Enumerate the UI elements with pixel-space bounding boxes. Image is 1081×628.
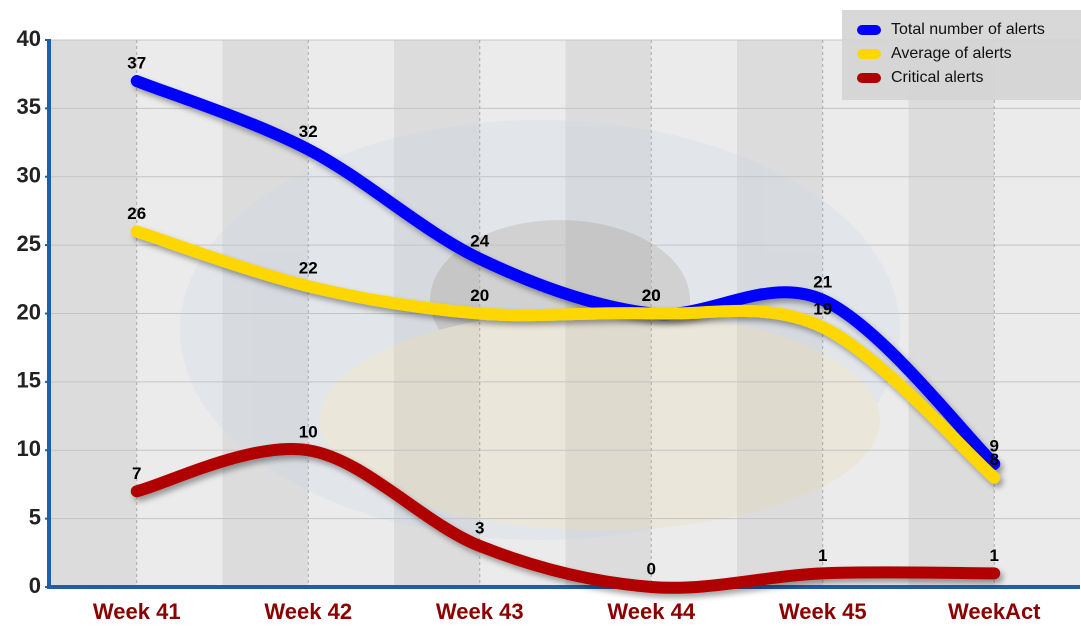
y-tick-label: 35 [17,94,41,119]
data-label: 37 [127,54,146,73]
x-tick-label: Week 45 [779,599,867,624]
data-label: 19 [813,300,832,319]
data-label: 8 [990,450,999,469]
data-label: 22 [299,259,318,278]
watermark [180,120,900,540]
data-label: 10 [299,423,318,442]
y-tick-label: 40 [17,26,41,51]
data-label: 1 [990,546,999,565]
data-label: 21 [813,272,832,291]
legend-label: Critical alerts [891,69,983,86]
y-tick-label: 25 [17,231,41,256]
y-tick-label: 5 [29,504,41,529]
y-tick-label: 30 [17,163,41,188]
data-label: 24 [470,231,489,250]
y-tick-label: 10 [17,436,41,461]
y-tick-label: 20 [17,299,41,324]
x-tick-label: Week 41 [93,599,181,624]
x-tick-label: Week 42 [264,599,352,624]
chart: 0510152025303540Week 41Week 42Week 43Wee… [0,0,1081,628]
y-tick-label: 15 [17,368,41,393]
legend-label: Average of alerts [891,45,1012,62]
data-label: 20 [470,286,489,305]
data-label: 20 [642,286,661,305]
legend-label: Total number of alerts [891,21,1045,38]
data-label: 32 [299,122,318,141]
data-label: 1 [818,546,827,565]
data-label: 26 [127,204,146,223]
y-tick-label: 0 [29,573,41,598]
x-tick-label: Week 44 [607,599,695,624]
data-label: 0 [647,559,656,578]
x-tick-label: Week 43 [436,599,524,624]
data-label: 3 [475,518,484,537]
x-tick-label: WeekAct [948,599,1041,624]
data-label: 7 [132,464,141,483]
